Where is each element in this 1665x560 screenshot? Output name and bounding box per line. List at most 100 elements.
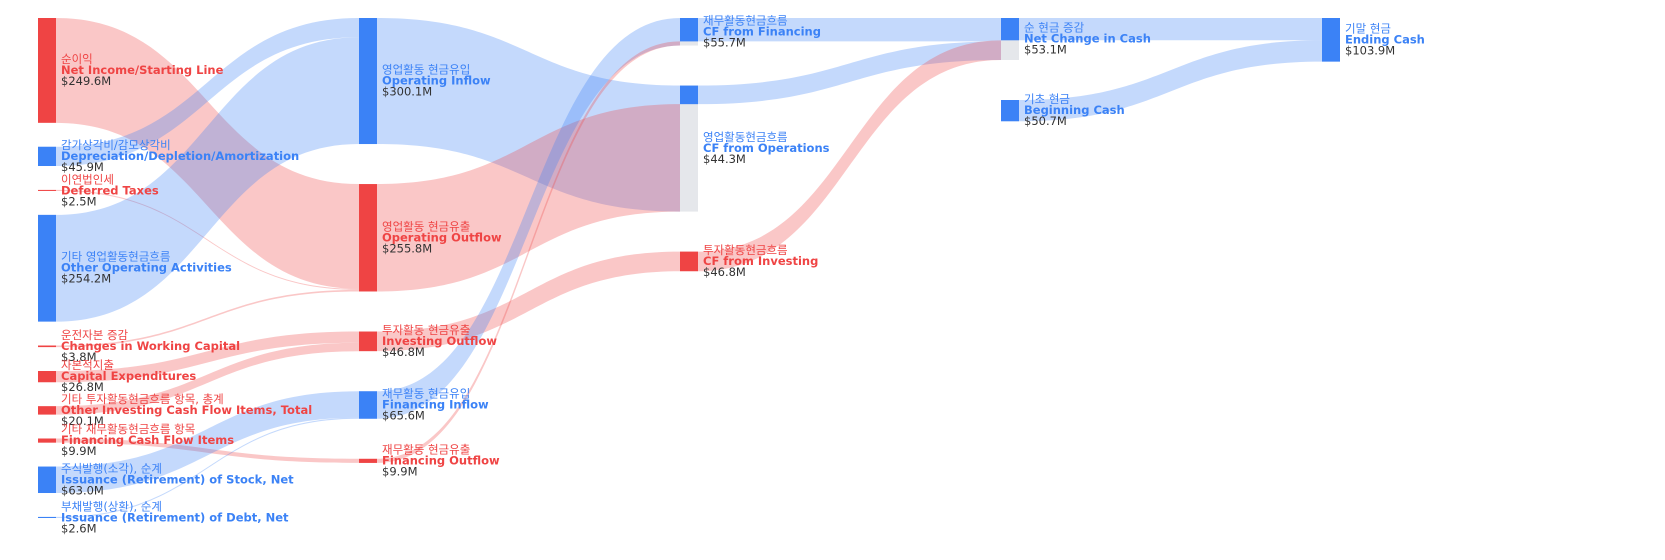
node-label-en: Depreciation/Depletion/Amortization (61, 149, 299, 163)
node-value-label: $255.8M (382, 241, 432, 255)
node (680, 85, 698, 105)
node-label-en: Beginning Cash (1024, 103, 1125, 117)
node-label-en: Financing Cash Flow Items (61, 433, 234, 447)
node (38, 345, 56, 348)
node-label-ko: 재무활동 현금유입 (382, 386, 470, 400)
node-value-label: $45.9M (61, 160, 104, 174)
link (377, 251, 680, 352)
link (56, 18, 359, 289)
node-label-ko: 영업활동 현금유출 (382, 219, 470, 233)
node-label-ko: 자본적지출 (61, 358, 114, 372)
node (359, 458, 377, 463)
node-value-label: $65.6M (382, 408, 425, 422)
node-label-ko: 감가상각비/감모상각비 (61, 138, 171, 152)
node (359, 391, 377, 419)
node-value-label: $249.6M (61, 74, 111, 88)
node-label-ko: 이연법인세 (61, 172, 114, 186)
node-label-en: Ending Cash (1345, 32, 1425, 46)
node (38, 466, 56, 494)
node-label-en: Operating Inflow (382, 74, 491, 88)
link (377, 18, 680, 419)
node-value-label: $53.1M (1024, 43, 1067, 57)
node-value-label: $46.8M (382, 345, 425, 359)
node (38, 406, 56, 415)
node-label-en: Financing Inflow (382, 397, 489, 411)
node (359, 331, 377, 352)
node-value-label: $50.7M (1024, 114, 1067, 128)
links (56, 18, 1322, 518)
node-value-label: $103.9M (1345, 43, 1395, 57)
node (38, 371, 56, 383)
node (38, 438, 56, 443)
link (56, 391, 359, 494)
node-value-label: $300.1M (382, 85, 432, 99)
link (56, 289, 359, 348)
node-label-en: Issuance (Retirement) of Debt, Net (61, 510, 289, 524)
node-label-ko: 재무활동현금흐름 (703, 13, 788, 27)
node (359, 184, 377, 292)
node-label-ko: 순 현금 증감 (1024, 21, 1085, 35)
node-label-ko: 투자활동 현금유출 (382, 323, 470, 337)
node-label-en: Other Investing Cash Flow Items, Total (61, 403, 312, 417)
link (56, 438, 359, 463)
node (1001, 18, 1019, 41)
node-label-en: Investing Outflow (382, 334, 497, 348)
node-value-label: $3.8M (61, 350, 97, 364)
node-label-ko: 주식발행(소각), 순계 (61, 461, 162, 475)
node-label-en: Operating Outflow (382, 230, 502, 244)
node-label-en: Deferred Taxes (61, 183, 159, 197)
node-value-label: $55.7M (703, 35, 746, 49)
node (1001, 100, 1019, 122)
node-value-label: $254.2M (61, 272, 111, 286)
node-label-ko: 투자활동현금흐름 (703, 243, 788, 257)
node-label-ko: 기타 영업활동현금흐름 (61, 250, 170, 264)
node-label-ko: 운전자본 증감 (61, 328, 129, 342)
link (377, 104, 680, 292)
node-label-ko: 부채발행(상환), 순계 (61, 499, 162, 513)
node-value-label: $9.9M (382, 464, 418, 478)
link (698, 18, 1001, 42)
node-label-en: CF from Investing (703, 254, 818, 268)
node (1322, 18, 1340, 62)
node-label-ko: 재무활동 현금유출 (382, 442, 470, 456)
node-slot (680, 85, 698, 212)
node-value-label: $44.3M (703, 152, 746, 166)
node-label-ko: 기타 투자활동현금흐름 항목, 총계 (61, 392, 224, 406)
node-label-ko: 기말 현금 (1345, 21, 1391, 35)
node (680, 251, 698, 272)
node (38, 516, 56, 518)
node (38, 189, 56, 191)
link (56, 342, 359, 415)
link (698, 41, 1001, 105)
node-label-ko: 영업활동현금흐름 (703, 130, 788, 144)
node-label-en: Net Change in Cash (1024, 32, 1151, 46)
link (56, 331, 359, 383)
node-value-label: $2.6M (61, 521, 97, 535)
node-label-en: Financing Outflow (382, 453, 500, 467)
link (56, 18, 359, 167)
link (56, 417, 359, 518)
node (359, 18, 377, 145)
node-label-en: Other Operating Activities (61, 261, 232, 275)
node-label-en: Net Income/Starting Line (61, 63, 224, 77)
node-label-en: Capital Expenditures (61, 369, 196, 383)
node-label-en: Changes in Working Capital (61, 339, 240, 353)
link (56, 37, 359, 322)
node-value-label: $63.0M (61, 483, 104, 497)
node (38, 146, 56, 167)
node (38, 214, 56, 322)
link (1019, 40, 1322, 122)
node (680, 18, 698, 42)
node-value-label: $9.9M (61, 444, 97, 458)
link (56, 189, 359, 290)
node-label-en: CF from Financing (703, 24, 821, 38)
node-label-ko: 영업활동 현금유입 (382, 63, 470, 77)
node-label-en: CF from Operations (703, 141, 830, 155)
node-value-label: $20.1M (61, 414, 104, 428)
node-value-label: $46.8M (703, 265, 746, 279)
link (698, 40, 1001, 272)
link (377, 18, 680, 212)
node-label-en: Issuance (Retirement) of Stock, Net (61, 472, 294, 486)
